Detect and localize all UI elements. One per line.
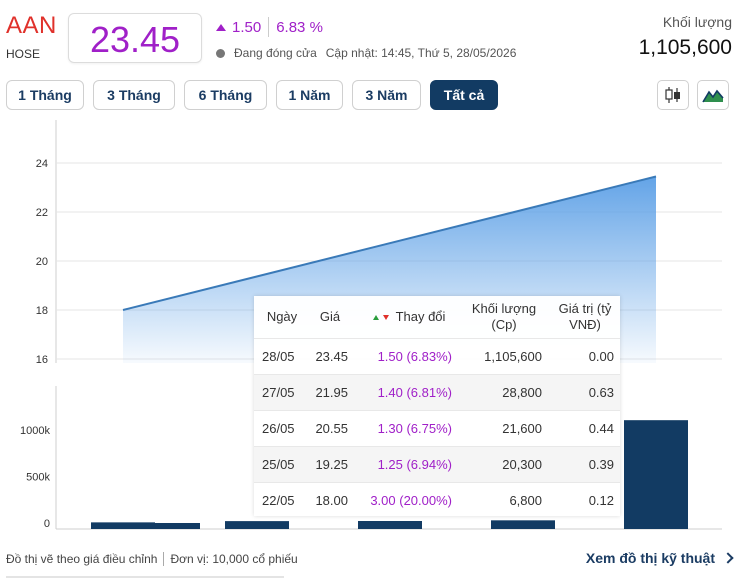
row-date: 27/05: [262, 385, 295, 400]
technical-chart-link-label: Xem đồ thị kỹ thuật: [585, 550, 715, 566]
table-row: 26/05 20.55 1.30 (6.75%) 21,600 0.44: [254, 410, 620, 446]
price-tick-label: 24: [36, 158, 48, 170]
table-row: 22/05 18.00 3.00 (20.00%) 6,800 0.12: [254, 482, 620, 518]
row-value: 0.39: [588, 457, 614, 472]
price-history-table: Ngày Giá Thay đổi Khối lượng (Cp) Giá tr…: [254, 296, 620, 516]
adjusted-price-note: Đồ thị vẽ theo giá điều chỉnh: [6, 552, 158, 566]
row-volume: 21,600: [502, 421, 542, 436]
row-date: 25/05: [262, 457, 295, 472]
row-price: 23.45: [315, 349, 348, 364]
chevron-right-icon: [722, 552, 734, 564]
row-change: 1.30 (6.75%): [377, 421, 452, 436]
table-header: Ngày Giá Thay đổi Khối lượng (Cp) Giá tr…: [254, 296, 620, 338]
row-price: 18.00: [315, 493, 348, 508]
volume-bar: [358, 520, 422, 529]
sort-down-icon: [382, 315, 389, 321]
footnote-divider: [163, 552, 165, 566]
table-row: 28/05 23.45 1.50 (6.83%) 1,105,600 0.00: [254, 338, 620, 374]
volume-label: Khối lượng: [662, 14, 732, 30]
row-volume: 28,800: [502, 385, 542, 400]
change-divider: [268, 17, 270, 37]
volume-bar: [624, 420, 688, 529]
bottom-scrollbar[interactable]: [6, 576, 284, 578]
volume-tick-label: 0: [44, 518, 50, 530]
tab-3-years[interactable]: 3 Năm: [352, 80, 421, 110]
row-value: 0.44: [588, 421, 614, 436]
market-status: Đang đóng cửa Cập nhật: 14:45, Thứ 5, 28…: [216, 46, 516, 60]
row-volume: 6,800: [509, 493, 542, 508]
header-change-label: Thay đổi: [395, 309, 446, 324]
row-change: 1.50 (6.83%): [377, 349, 452, 364]
volume-value: 1,105,600: [638, 36, 732, 59]
header-value: Giá trị (tỷ VNĐ): [558, 301, 612, 332]
row-volume: 1,105,600: [484, 349, 542, 364]
volume-bar: [491, 520, 555, 529]
row-price: 21.95: [315, 385, 348, 400]
ticker-symbol: AAN: [6, 12, 57, 39]
date-tick-label: 28.05: [642, 537, 670, 538]
up-arrow-icon: [216, 23, 226, 31]
row-value: 0.63: [588, 385, 614, 400]
period-tabs: 1 Tháng 3 Tháng 6 Tháng 1 Năm 3 Năm Tất …: [6, 80, 507, 110]
chart-footnote: Đồ thị vẽ theo giá điều chỉnh Đơn vị: 10…: [6, 552, 298, 566]
row-change: 1.40 (6.81%): [377, 385, 452, 400]
unit-note: Đơn vị: 10,000 cổ phiếu: [170, 552, 298, 566]
date-tick-label: 23.05: [154, 537, 182, 538]
row-change: 1.25 (6.94%): [377, 457, 452, 472]
change-absolute: 1.50: [232, 18, 262, 36]
header-volume: Khối lượng (Cp): [471, 301, 537, 332]
date-tick-label: 25.05: [243, 537, 271, 538]
row-value: 0.00: [588, 349, 614, 364]
change-percent: 6.83 %: [276, 18, 323, 36]
tab-all[interactable]: Tất cả: [430, 80, 498, 110]
current-price: 23.45: [89, 19, 181, 60]
volume-bar: [136, 523, 200, 529]
price-tick-label: 16: [36, 354, 48, 366]
technical-chart-link[interactable]: Xem đồ thị kỹ thuật: [585, 550, 734, 566]
row-price: 20.55: [315, 421, 348, 436]
volume-tick-label: 500k: [26, 472, 50, 484]
header-price: Giá: [319, 309, 341, 324]
header-change: Thay đổi: [364, 309, 454, 325]
price-series-line: [122, 175, 657, 311]
row-date: 28/05: [262, 349, 295, 364]
sort-up-icon: [372, 315, 379, 321]
row-value: 0.12: [588, 493, 614, 508]
tab-1-month[interactable]: 1 Tháng: [6, 80, 84, 110]
status-text: Đang đóng cửa: [234, 46, 317, 60]
price-change: 1.50 6.83 %: [216, 17, 323, 37]
status-dot-icon: [216, 48, 225, 58]
table-row: 27/05 21.95 1.40 (6.81%) 28,800 0.63: [254, 374, 620, 410]
tab-3-months[interactable]: 3 Tháng: [93, 80, 175, 110]
date-tick-label: 26.05: [376, 537, 404, 538]
price-tick-label: 22: [36, 207, 48, 219]
candlestick-icon: [665, 87, 680, 103]
exchange-label: HOSE: [6, 47, 41, 61]
tab-6-months[interactable]: 6 Tháng: [184, 80, 267, 110]
price-tick-label: 20: [36, 256, 48, 268]
row-date: 26/05: [262, 421, 295, 436]
volume-bar: [91, 522, 155, 529]
volume-tick-label: 1000k: [20, 425, 50, 437]
header-date: Ngày: [266, 309, 298, 324]
date-tick-label: 27.05: [509, 537, 537, 538]
row-date: 22/05: [262, 493, 295, 508]
row-change: 3.00 (20.00%): [370, 493, 452, 508]
price-box: 23.45: [68, 13, 202, 63]
mountain-chart-button[interactable]: [697, 80, 729, 110]
row-volume: 20,300: [502, 457, 542, 472]
tab-1-year[interactable]: 1 Năm: [276, 80, 343, 110]
table-row: 25/05 19.25 1.25 (6.94%) 20,300 0.39: [254, 446, 620, 482]
price-tick-label: 18: [36, 305, 48, 317]
row-price: 19.25: [315, 457, 348, 472]
updated-time: Cập nhật: 14:45, Thứ 5, 28/05/2026: [325, 46, 517, 60]
candlestick-chart-button[interactable]: [657, 80, 689, 110]
volume-bar: [225, 521, 289, 529]
mountain-chart-icon: [702, 89, 724, 103]
